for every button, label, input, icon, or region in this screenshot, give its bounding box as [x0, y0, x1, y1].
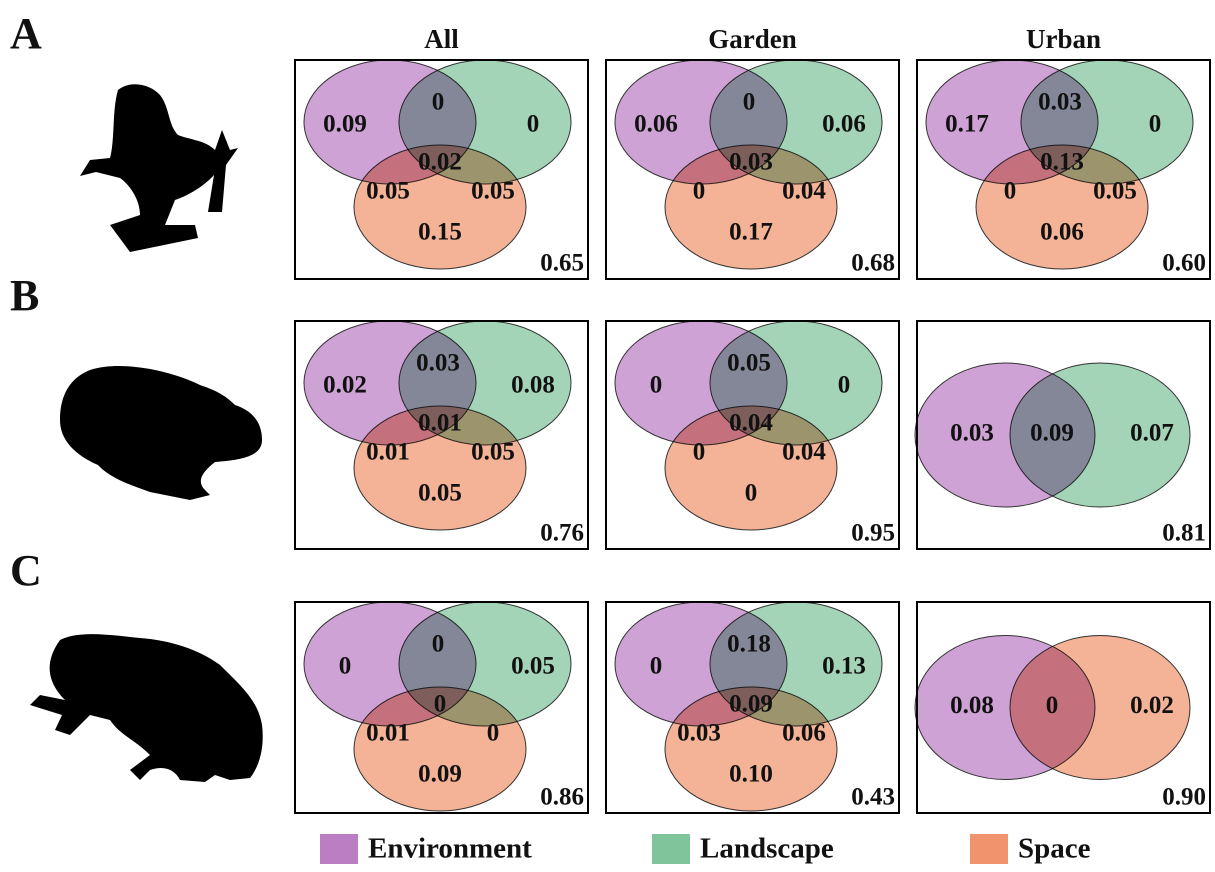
panel-total: 0.43	[851, 784, 895, 811]
region-value: 0.08	[511, 372, 555, 399]
region-value: 0	[745, 480, 758, 507]
region-value: 0	[1004, 178, 1017, 205]
venn-panel: 0 0.18 0.13 0.09 0.03 0.06 0.10 0.43	[606, 602, 899, 813]
panel-total: 0.65	[540, 250, 584, 277]
region-value: 0.04	[782, 178, 826, 205]
panel-total: 0.76	[540, 520, 584, 547]
region-value: 0	[434, 691, 447, 718]
region-value: 0.04	[729, 410, 773, 437]
venn-panel: 0.06 0 0.06 0.03 0 0.04 0.17 0.68	[606, 60, 899, 279]
region-value: 0	[838, 372, 851, 399]
region-value: 0.01	[366, 439, 410, 466]
region-value: 0.01	[366, 720, 410, 747]
region-value: 0.09	[1030, 420, 1074, 447]
region-value: 0.03	[677, 720, 721, 747]
region-value: 0	[339, 653, 352, 680]
region-value: 0.07	[1130, 420, 1174, 447]
region-value: 0.09	[729, 691, 773, 718]
venn-panel: 0.03 0.09 0.07 0.81	[915, 321, 1210, 549]
legend-label: Environment	[368, 833, 532, 865]
venn-panel: 0 0 0.05 0 0.01 0 0.09 0.86	[295, 602, 588, 813]
region-value: 0.05	[418, 480, 462, 507]
legend-label: Landscape	[700, 833, 834, 865]
region-value: 0.05	[727, 350, 771, 377]
frog-silhouette-a	[80, 84, 238, 252]
region-value: 0.02	[418, 149, 462, 176]
panel-total: 0.60	[1162, 250, 1206, 277]
column-title: All	[424, 24, 459, 54]
row-label: C	[10, 546, 42, 595]
region-value: 0.02	[323, 372, 367, 399]
region-value: 0	[1046, 692, 1059, 719]
region-value: 0.06	[634, 111, 678, 138]
region-value: 0.09	[323, 111, 367, 138]
legend-swatch	[970, 834, 1008, 864]
column-title: Garden	[708, 24, 797, 54]
row-label: A	[10, 9, 42, 58]
region-value: 0.05	[471, 178, 515, 205]
figure: ABCAllGardenUrban0.09000.020.050.050.150…	[0, 0, 1215, 867]
region-value: 0.04	[782, 439, 826, 466]
region-value: 0.10	[729, 761, 773, 788]
legend-swatch	[652, 834, 690, 864]
region-value: 0.06	[782, 720, 826, 747]
region-value: 0	[693, 439, 706, 466]
region-value: 0.15	[418, 219, 462, 246]
region-value: 0	[1149, 111, 1162, 138]
region-value: 0.03	[416, 350, 460, 377]
region-value: 0.03	[1038, 89, 1082, 116]
region-value: 0.08	[950, 692, 994, 719]
region-value: 0.03	[950, 420, 994, 447]
region-value: 0	[650, 372, 663, 399]
venn-panel: 0.08 0 0.02 0.90	[915, 602, 1210, 813]
row-label: B	[10, 271, 39, 320]
frog-silhouette-c	[30, 634, 263, 782]
region-value: 0	[432, 89, 445, 116]
region-value: 0	[487, 720, 500, 747]
region-value: 0	[743, 89, 756, 116]
panel-total: 0.68	[851, 250, 895, 277]
region-value: 0.06	[822, 111, 866, 138]
region-value: 0.09	[418, 761, 462, 788]
region-value: 0.05	[366, 178, 410, 205]
panel-total: 0.81	[1162, 520, 1206, 547]
region-value: 0.01	[418, 410, 462, 437]
region-value: 0.13	[1040, 149, 1084, 176]
region-value: 0.03	[729, 149, 773, 176]
region-value: 0.05	[471, 439, 515, 466]
region-value: 0	[650, 653, 663, 680]
venn-panel: 0.17 0.03 0 0.13 0 0.05 0.06 0.60	[917, 60, 1210, 279]
region-value: 0	[527, 111, 540, 138]
region-value: 0.13	[822, 653, 866, 680]
region-value: 0.18	[727, 631, 771, 658]
region-value: 0.17	[945, 111, 989, 138]
region-value: 0	[432, 631, 445, 658]
region-value: 0.17	[729, 219, 773, 246]
venn-panel: 0 0.05 0 0.04 0 0.04 0 0.95	[606, 321, 899, 549]
frog-silhouette-b	[60, 366, 262, 500]
legend-swatch	[320, 834, 358, 864]
panel-total: 0.90	[1162, 784, 1206, 811]
region-value: 0.05	[511, 653, 555, 680]
region-value: 0.02	[1130, 692, 1174, 719]
venn-panel: 0.09 0 0 0.02 0.05 0.05 0.15 0.65	[295, 60, 588, 279]
region-value: 0.06	[1040, 219, 1084, 246]
region-value: 0.05	[1093, 178, 1137, 205]
column-title: Urban	[1026, 24, 1101, 54]
legend-label: Space	[1018, 833, 1091, 865]
venn-panel: 0.02 0.03 0.08 0.01 0.01 0.05 0.05 0.76	[295, 321, 588, 549]
panel-total: 0.86	[540, 784, 584, 811]
panel-total: 0.95	[851, 520, 895, 547]
region-value: 0	[693, 178, 706, 205]
